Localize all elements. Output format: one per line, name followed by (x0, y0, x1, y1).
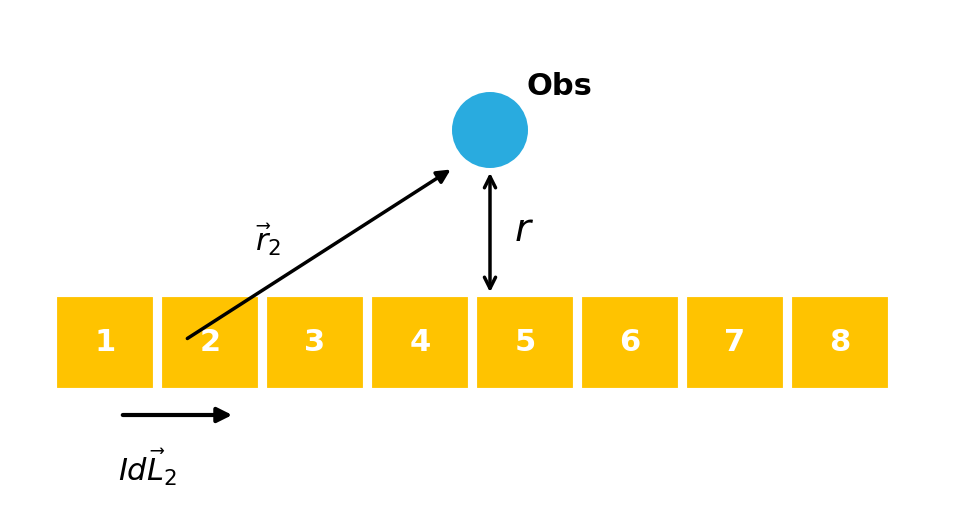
Bar (370, 295, 470, 390)
Bar (475, 295, 575, 390)
Bar (265, 295, 365, 390)
Text: $Id\vec{L}_2$: $Id\vec{L}_2$ (118, 447, 178, 488)
Text: 3: 3 (304, 328, 325, 357)
Bar (790, 295, 890, 390)
Text: 7: 7 (725, 328, 746, 357)
Text: 4: 4 (409, 328, 431, 357)
Bar (580, 295, 680, 390)
Text: 6: 6 (619, 328, 640, 357)
Text: 2: 2 (200, 328, 221, 357)
Text: r: r (515, 211, 531, 249)
Text: 1: 1 (94, 328, 115, 357)
Ellipse shape (452, 92, 528, 168)
Text: $\vec{r}_2$: $\vec{r}_2$ (255, 222, 281, 258)
Bar (55, 295, 155, 390)
Text: Obs: Obs (527, 72, 593, 101)
Text: 8: 8 (829, 328, 851, 357)
Bar (685, 295, 785, 390)
Bar (160, 295, 260, 390)
Text: 5: 5 (515, 328, 536, 357)
